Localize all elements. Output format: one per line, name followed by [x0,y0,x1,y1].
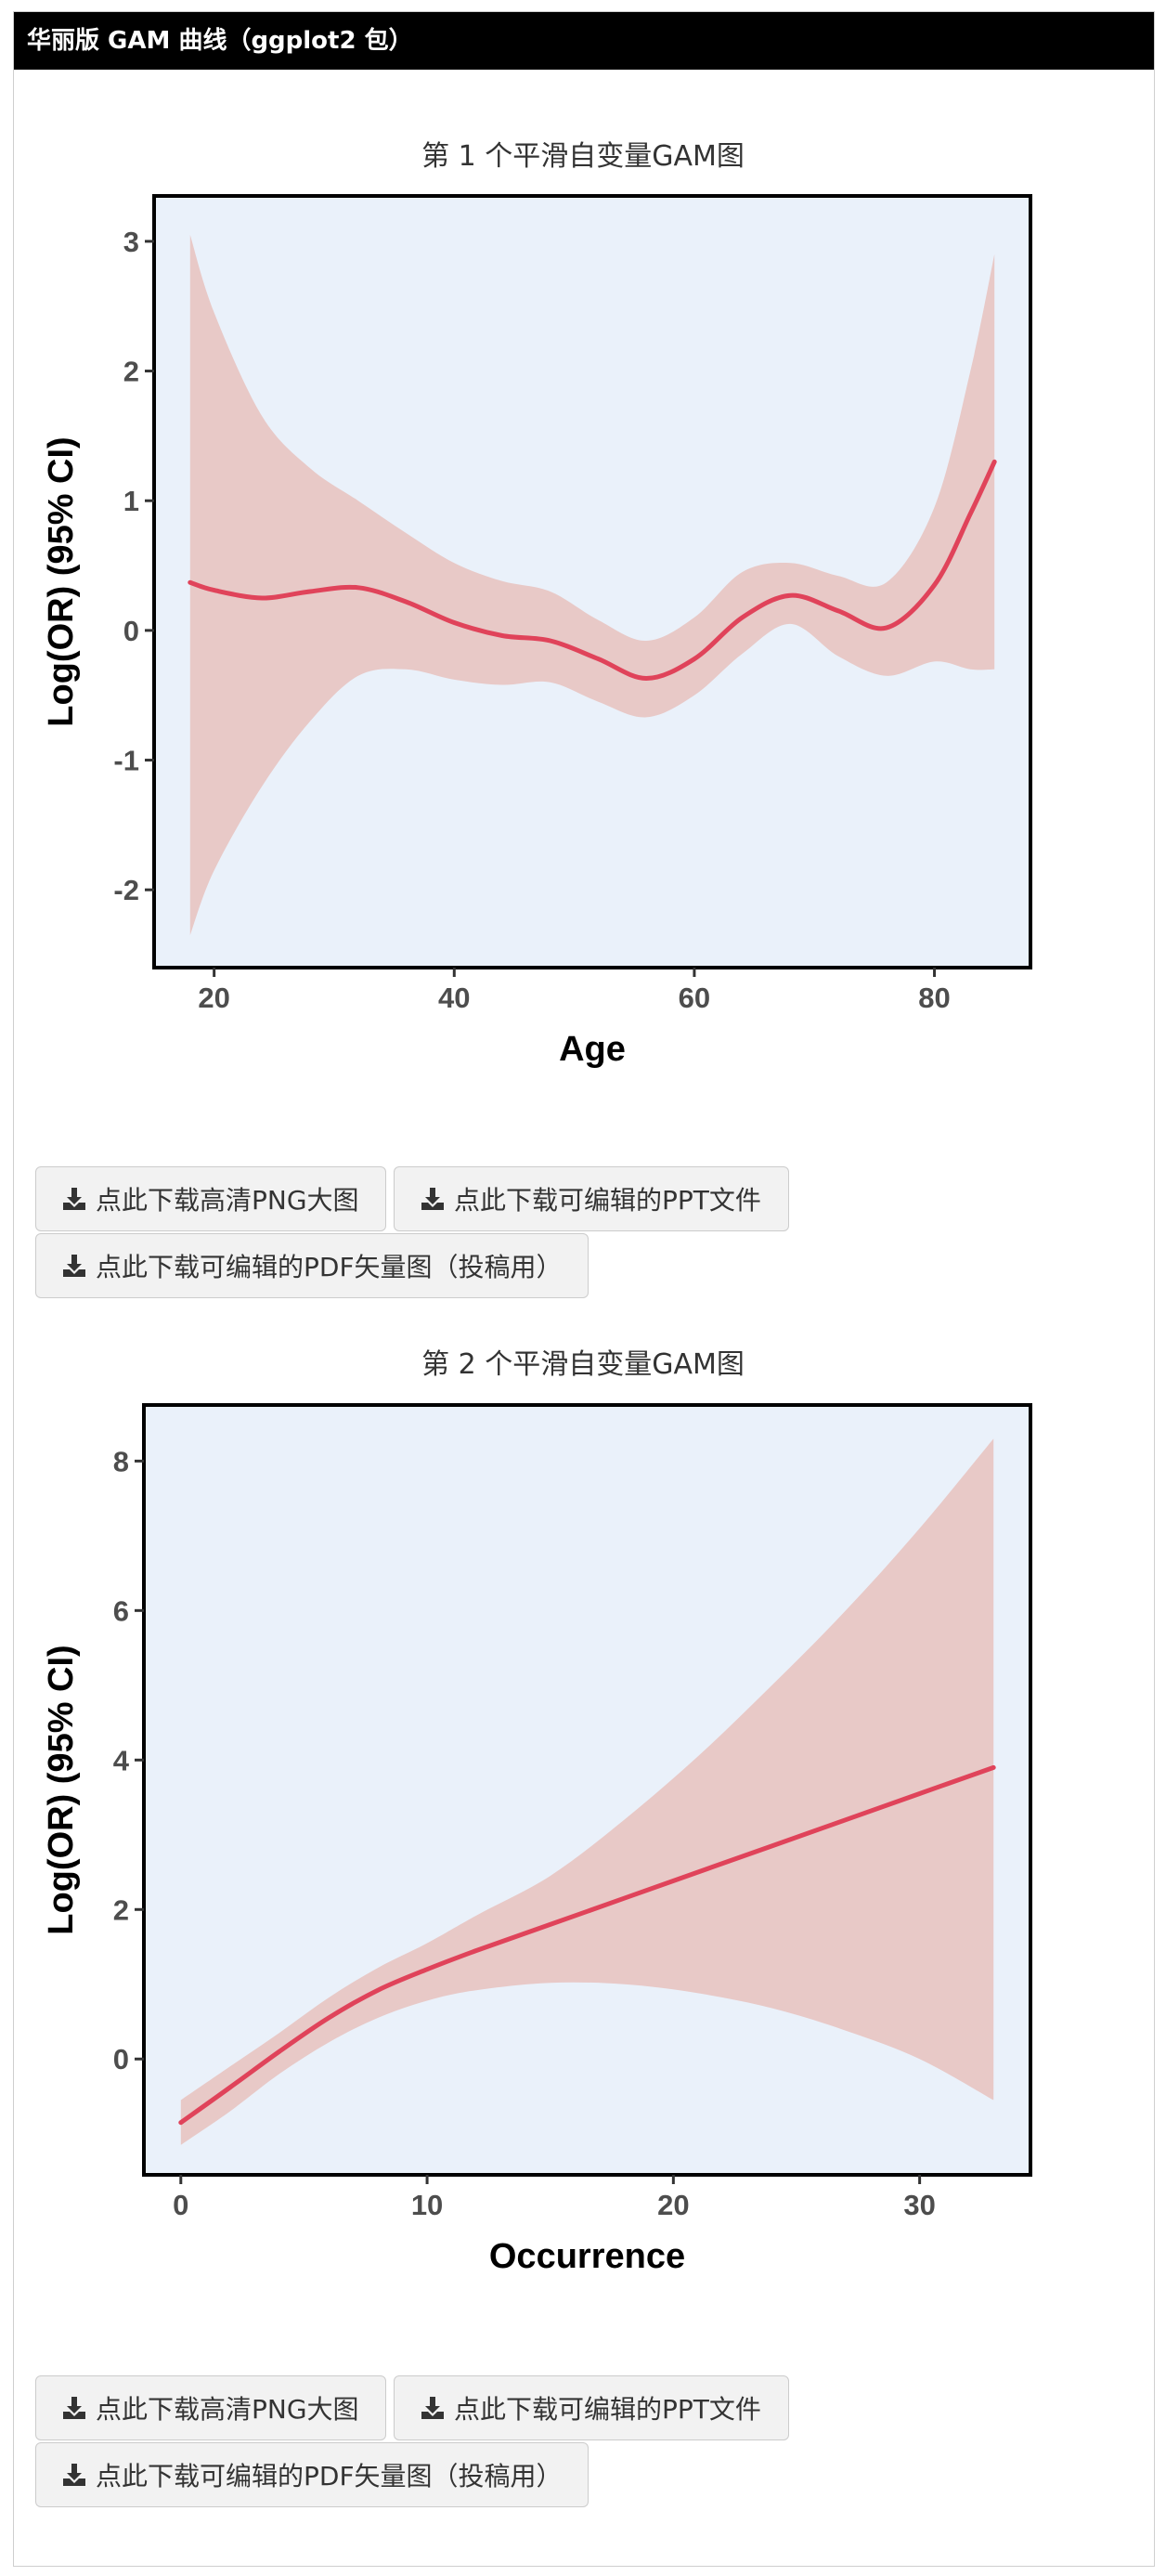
y-tick-label: 2 [113,1893,129,1926]
x-tick-label: 20 [198,982,229,1014]
download-png-label: 点此下载高清PNG大图 [96,1185,359,1216]
gam-chart-1: 20 40 60 80 -2 -1 0 1 2 3 Age Log(OR) (95% CI) [42,194,1032,1069]
download-icon [63,1255,85,1277]
download-png-label: 点此下载高清PNG大图 [96,2394,359,2425]
download-ppt-label: 点此下载可编辑的PPT文件 [454,2394,761,2425]
x-tick-label: 60 [679,982,710,1014]
plot-1-title: 第 1 个平滑自变量GAM图 [421,140,745,173]
download-icon [421,2397,444,2419]
y-tick-label: 2 [123,356,139,388]
x-tick-label: 80 [918,982,950,1014]
gam-fit-line [188,459,997,682]
y-tick-label: 4 [113,1744,130,1776]
download-icon [63,2397,85,2419]
gam-fit-line [178,1764,996,2126]
x-tick-label: 0 [173,2189,188,2221]
x-tick-label: 40 [438,982,470,1014]
plot-frame [142,1403,1032,2177]
x-tick-label: 20 [657,2189,689,2221]
y-tick-label: 3 [123,226,139,258]
download-png-button-1[interactable]: 点此下载高清PNG大图 [35,1166,386,1231]
y-tick-label: -2 [113,874,139,906]
download-icon [421,1188,444,1210]
x-tick-label: 30 [903,2189,935,2221]
download-icon [63,1188,85,1210]
y-tick-label: 1 [123,485,139,517]
y-tick-label: 6 [113,1594,129,1627]
panel-header: 华丽版 GAM 曲线（ggplot2 包） [14,12,1154,70]
x-tick-label: 10 [411,2189,443,2221]
download-ppt-button-2[interactable]: 点此下载可编辑的PPT文件 [394,2375,789,2440]
download-icon [63,2464,85,2486]
y-tick-label: 0 [123,615,139,647]
download-pdf-label: 点此下载可编辑的PDF矢量图（投稿用） [96,2461,563,2491]
download-pdf-button-2[interactable]: 点此下载可编辑的PDF矢量图（投稿用） [35,2442,589,2507]
y-tick-label: -1 [113,745,139,777]
y-tick-label: 0 [113,2043,129,2075]
download-ppt-label: 点此下载可编辑的PPT文件 [454,1185,761,1216]
y-axis-label: Log(OR) (95% CI) [42,436,81,726]
download-ppt-button-1[interactable]: 点此下载可编辑的PPT文件 [394,1166,789,1231]
plot-2-title: 第 2 个平滑自变量GAM图 [421,1348,745,1381]
y-tick-label: 8 [113,1445,129,1477]
x-axis-label: Occurrence [489,2237,685,2276]
confidence-band [180,1438,994,2145]
gam-chart-2: 0 10 20 30 0 2 4 6 8 Occurrence Log(OR) (95% CI) [42,1403,1032,2276]
download-pdf-label: 点此下载可编辑的PDF矢量图（投稿用） [96,1252,563,1282]
x-axis-label: Age [559,1030,626,1069]
download-png-button-2[interactable]: 点此下载高清PNG大图 [35,2375,386,2440]
plot-frame [152,194,1032,969]
download-pdf-button-1[interactable]: 点此下载可编辑的PDF矢量图（投稿用） [35,1233,589,1298]
y-axis-label: Log(OR) (95% CI) [42,1645,81,1934]
